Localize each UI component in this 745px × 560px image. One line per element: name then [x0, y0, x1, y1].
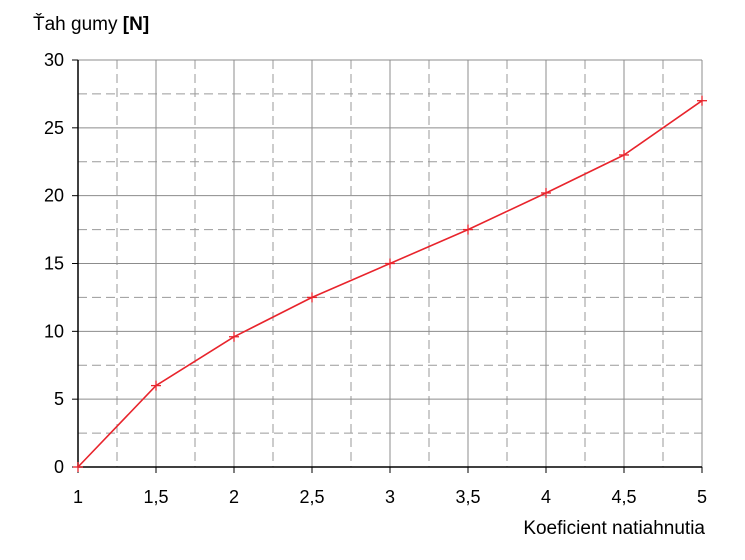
data-point-marker [619, 149, 629, 160]
x-tick-label: 3,5 [455, 487, 480, 507]
x-tick-label: 4 [541, 487, 551, 507]
y-axis-title: Ťah gumy [N] [33, 13, 149, 35]
data-point-marker [541, 187, 551, 198]
x-axis-title: Koeficient natiahnutia [523, 518, 705, 539]
data-point-marker [229, 331, 239, 342]
data-point-marker [463, 224, 473, 235]
axes [72, 59, 703, 473]
data-point-marker [73, 462, 83, 472]
y-tick-label: 15 [44, 254, 64, 274]
data-point-marker [151, 380, 161, 391]
data-series [73, 95, 707, 472]
y-tick-label: 10 [44, 321, 64, 341]
data-point-marker [697, 95, 707, 106]
x-tick-label: 3 [385, 487, 395, 507]
axis-titles: Ťah gumy [N] Koeficient natiahnutia [33, 13, 705, 539]
y-tick-label: 30 [44, 50, 64, 70]
data-point-marker [385, 258, 395, 269]
x-tick-label: 2,5 [299, 487, 324, 507]
x-tick-label: 1 [73, 487, 83, 507]
x-tick-label: 2 [229, 487, 239, 507]
y-axis-unit: [N] [123, 14, 149, 35]
x-tick-label: 4,5 [611, 487, 636, 507]
tick-labels: 0 5 10 15 20 25 30 1 1,5 2 2,5 3 3,5 4 4,5 5 [44, 50, 707, 507]
x-tick-label: 5 [697, 487, 707, 507]
y-tick-label: 0 [54, 457, 64, 477]
data-point-marker [307, 292, 317, 303]
y-axis-title-text: Ťah gumy [33, 13, 123, 35]
x-tick-label: 1,5 [143, 487, 168, 507]
y-tick-label: 5 [54, 389, 64, 409]
y-tick-label: 20 [44, 186, 64, 206]
y-tick-label: 25 [44, 118, 64, 138]
